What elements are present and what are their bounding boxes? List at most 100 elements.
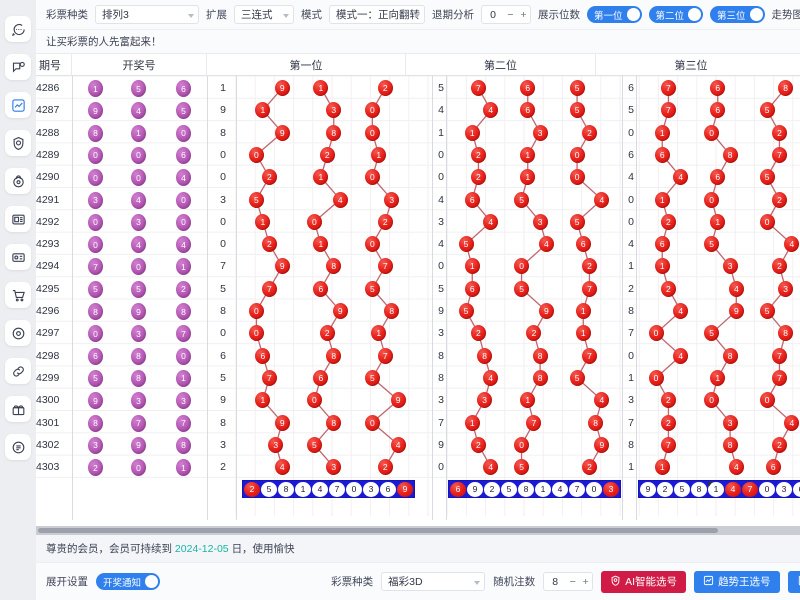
band-cell[interactable]: 0 (346, 481, 362, 497)
band-cell[interactable]: 8 (691, 481, 707, 497)
retreat-analysis-stepper[interactable]: 0 − + (481, 5, 531, 24)
table-row-period: 4291 (36, 193, 60, 206)
top-toolbar: 彩票种类 排列3 扩展 三连式 模式 模式一：正向翻转 退期分析 0 − + 展… (36, 0, 800, 30)
digit-cell-pos1: 0 (220, 148, 226, 161)
sidebar-item-card[interactable] (5, 244, 31, 270)
band-cell[interactable]: 9 (467, 481, 483, 497)
band-cell[interactable]: 8 (518, 481, 534, 497)
band-cell[interactable]: 5 (674, 481, 690, 497)
band-cell[interactable]: 7 (742, 481, 758, 497)
analysis-calculator-button[interactable]: 分析计算器 (787, 570, 800, 593)
band-cell[interactable]: 3 (776, 481, 792, 497)
pos3-ball: 0 (704, 392, 720, 409)
pos3-ball: 4 (673, 303, 689, 319)
band-cell[interactable]: 1 (535, 481, 551, 497)
draw-ball: 1 (176, 459, 191, 477)
pos1-ball: 9 (274, 80, 290, 96)
band-cell[interactable]: 6 (380, 481, 396, 497)
retreat-minus-button[interactable]: − (507, 8, 514, 21)
sidebar-item-link[interactable] (5, 358, 31, 384)
sidebar-item-target[interactable] (5, 320, 31, 346)
target-icon (11, 326, 26, 341)
band-cell[interactable]: 6 (793, 481, 800, 497)
toggle-draw-notification[interactable]: 开奖通知 (96, 573, 161, 590)
band-cell[interactable]: 0 (586, 481, 602, 497)
sidebar-item-gift[interactable] (5, 396, 31, 422)
pos1-ball: 1 (371, 146, 387, 163)
sidebar-item-list[interactable] (5, 434, 31, 460)
band-cell[interactable]: 1 (295, 481, 311, 497)
footer-lottery-type-select[interactable]: 福彩3D (381, 572, 486, 591)
sidebar-item-lock[interactable] (5, 168, 31, 194)
table-row-period: 4302 (36, 438, 60, 451)
band-cell[interactable]: 5 (261, 481, 277, 497)
draw-ball: 9 (88, 102, 103, 120)
pos1-ball: 8 (326, 124, 342, 141)
horizontal-scrollbar[interactable] (36, 526, 800, 535)
pos2-ball: 1 (464, 414, 480, 431)
sidebar-item-news[interactable] (5, 206, 31, 232)
pos3-ball: 2 (771, 191, 787, 208)
sidebar-item-shield[interactable] (5, 130, 31, 156)
ai-pick-button[interactable]: AI智能选号 (601, 570, 687, 593)
expand-settings-button[interactable]: 展开设置 (46, 576, 88, 588)
band-cell[interactable]: 1 (708, 481, 724, 497)
pos2-ball: 0 (514, 436, 530, 453)
pos3-ball: 9 (728, 303, 744, 319)
positions-label: 展示位数 (538, 9, 580, 21)
retreat-plus-button[interactable]: + (520, 8, 527, 21)
band-cell[interactable]: 5 (501, 481, 517, 497)
lottery-type-select[interactable]: 排列3 (95, 5, 199, 24)
band-cell[interactable]: 6 (450, 481, 466, 497)
ai-shield-icon (610, 575, 621, 589)
pos1-ball: 0 (364, 236, 380, 253)
digit-cell-pos2: 4 (438, 193, 444, 206)
pos2-ball: 1 (464, 124, 480, 141)
pos3-ball: 4 (784, 236, 800, 253)
trend-king-pick-button[interactable]: 趋势王选号 (694, 570, 780, 593)
band-cell[interactable]: 0 (759, 481, 775, 497)
band-cell[interactable]: 7 (569, 481, 585, 497)
pos1-ball: 0 (306, 392, 322, 409)
digit-cell-pos3: 4 (628, 238, 634, 251)
pos1-ball: 2 (261, 236, 277, 253)
band-cell[interactable]: 9 (640, 481, 656, 497)
random-minus-button[interactable]: − (569, 575, 576, 588)
draw-ball: 0 (131, 169, 146, 187)
trend-chart-plot[interactable]: 4286 1 5 6 1 5 6 4287 9 4 5 9 4 5 4288 8 1 0 8 1 0 4289 0 0 6 0 0 6… (36, 76, 800, 520)
band-cell[interactable]: 2 (657, 481, 673, 497)
digit-cell-pos2: 7 (438, 416, 444, 429)
band-cell[interactable]: 7 (329, 481, 345, 497)
band-cell[interactable]: 8 (278, 481, 294, 497)
band-cell[interactable]: 2 (484, 481, 500, 497)
band-cell[interactable]: 3 (603, 481, 619, 497)
ai-pick-label: AI智能选号 (625, 576, 678, 588)
band-cell[interactable]: 3 (363, 481, 379, 497)
sidebar-item-cart[interactable] (5, 282, 31, 308)
toggle-position-1[interactable]: 第一位 (587, 6, 642, 23)
band-cell[interactable]: 9 (397, 481, 413, 497)
pos2-ball: 2 (470, 169, 486, 186)
mode-select[interactable]: 模式一：正向翻转 (329, 5, 425, 24)
sidebar-item-chat[interactable] (5, 16, 31, 42)
sidebar-item-feedback[interactable] (5, 54, 31, 80)
random-plus-button[interactable]: + (582, 575, 589, 588)
sidebar-item-trend-chart[interactable] (5, 92, 31, 118)
toggle-position-3-label: 第三位 (717, 10, 746, 22)
band-pos3[interactable]: 9258147036 (638, 480, 800, 498)
band-cell[interactable]: 4 (725, 481, 741, 497)
band-cell[interactable]: 4 (312, 481, 328, 497)
toggle-position-2[interactable]: 第二位 (648, 6, 704, 23)
random-count-stepper[interactable]: 8 − + (543, 572, 594, 591)
scroll-thumb[interactable] (38, 528, 718, 533)
band-cell[interactable]: 2 (244, 481, 260, 497)
pos1-ball: 4 (390, 436, 406, 453)
band-cell[interactable]: 4 (552, 481, 568, 497)
pos3-ball: 3 (722, 258, 738, 275)
toggle-position-3[interactable]: 第三位 (710, 6, 765, 23)
expand-select[interactable]: 三连式 (234, 5, 294, 24)
draw-ball: 3 (88, 191, 103, 209)
